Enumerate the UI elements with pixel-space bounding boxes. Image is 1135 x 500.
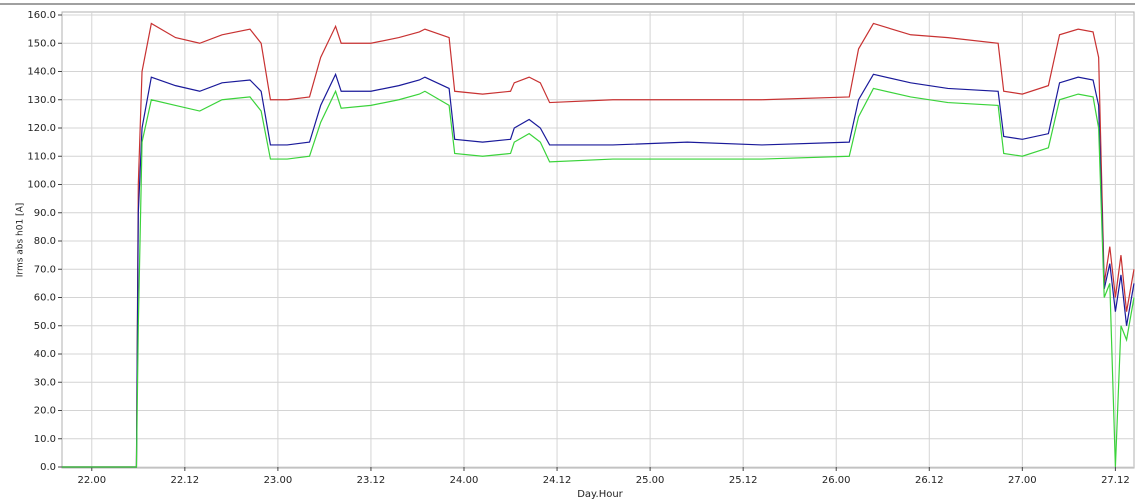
y-tick-label: 100.0 xyxy=(27,180,56,191)
y-tick-label: 0.0 xyxy=(40,462,56,473)
x-tick-label: 24.12 xyxy=(543,475,572,486)
y-axis-title: Irms abs h01 [A] xyxy=(16,203,26,278)
x-tick-label: 27.12 xyxy=(1101,475,1130,486)
y-tick-label: 80.0 xyxy=(34,236,56,247)
y-tick-label: 130.0 xyxy=(27,95,56,106)
y-tick-label: 150.0 xyxy=(27,38,56,49)
series-line xyxy=(62,22,1135,468)
plot-area xyxy=(61,11,1135,469)
x-tick-label: 23.00 xyxy=(264,475,293,486)
y-tick-label: 120.0 xyxy=(27,123,56,134)
x-tick-label: 22.12 xyxy=(171,475,200,486)
series-line xyxy=(62,87,1135,468)
x-tick-label: 26.12 xyxy=(915,475,944,486)
x-tick-label: 27.00 xyxy=(1008,475,1037,486)
y-tick-label: 10.0 xyxy=(34,434,56,445)
y-tick-label: 110.0 xyxy=(27,151,56,162)
x-tick-label: 22.00 xyxy=(77,475,106,486)
y-tick-label: 90.0 xyxy=(34,208,56,219)
y-tick-label: 20.0 xyxy=(34,406,56,417)
y-tick-label: 70.0 xyxy=(34,264,56,275)
y-tick-label: 30.0 xyxy=(34,377,56,388)
x-tick-label: 26.00 xyxy=(822,475,851,486)
x-tick-label: 23.12 xyxy=(357,475,386,486)
y-tick-label: 50.0 xyxy=(34,321,56,332)
y-tick-label: 60.0 xyxy=(34,293,56,304)
y-tick-label: 160.0 xyxy=(27,10,56,21)
x-axis-title: Day.Hour xyxy=(577,489,623,500)
x-tick-label: 24.00 xyxy=(450,475,479,486)
series-line xyxy=(62,72,1135,468)
x-tick-label: 25.00 xyxy=(636,475,665,486)
x-tick-label: 25.12 xyxy=(729,475,758,486)
y-tick-label: 40.0 xyxy=(34,349,56,360)
y-tick-label: 140.0 xyxy=(27,67,56,78)
